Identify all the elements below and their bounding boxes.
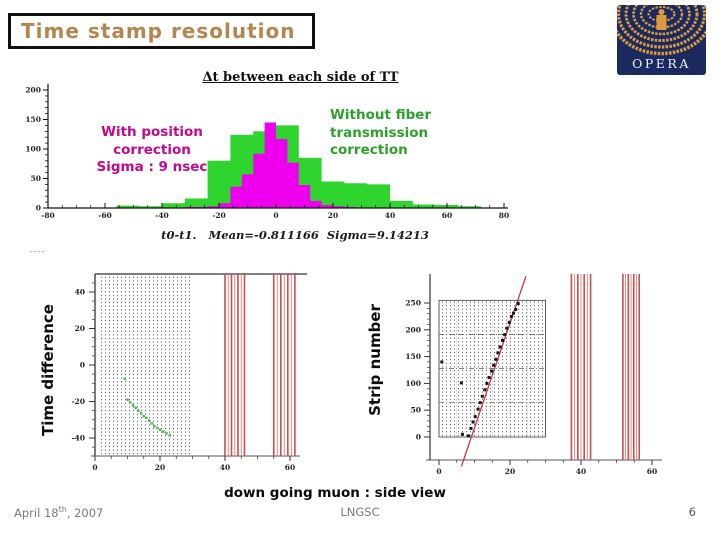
svg-text:50: 50 xyxy=(31,174,41,183)
svg-text:0: 0 xyxy=(416,433,421,442)
slide-title: Time stamp resolution xyxy=(21,19,296,43)
svg-text:40: 40 xyxy=(385,211,395,220)
note-with-correction-line2: Sigma : 9 nsec xyxy=(96,159,208,176)
slide-title-box: Time stamp resolution xyxy=(8,13,315,49)
svg-text:0: 0 xyxy=(36,204,41,213)
svg-text:60: 60 xyxy=(442,211,452,220)
svg-text:40: 40 xyxy=(75,288,85,297)
opera-logo: OPERA xyxy=(617,5,706,75)
svg-text:250: 250 xyxy=(405,299,421,308)
svg-text:0: 0 xyxy=(273,211,278,220)
svg-text:50: 50 xyxy=(411,406,421,415)
svg-text:20: 20 xyxy=(155,463,165,472)
svg-text:150: 150 xyxy=(405,352,421,361)
footer-date-ordinal: th xyxy=(58,505,67,514)
svg-text:40: 40 xyxy=(220,463,230,472)
note-with-correction-line1: With position correction xyxy=(101,124,203,158)
page-number: 6 xyxy=(688,505,696,519)
histogram-title: Δt between each side of TT xyxy=(202,70,399,85)
svg-text:-60: -60 xyxy=(98,211,112,220)
svg-text:-80: -80 xyxy=(41,211,55,220)
svg-text:100: 100 xyxy=(405,379,421,388)
bottom-caption: down going muon : side view xyxy=(224,485,446,501)
svg-text:60: 60 xyxy=(285,463,295,472)
svg-text:0: 0 xyxy=(436,467,441,476)
svg-text:-40: -40 xyxy=(71,434,85,443)
right-plot-ylabel: Strip number xyxy=(366,304,384,416)
histogram-note-with-correction: With position correction Sigma : 9 nsec xyxy=(76,124,228,177)
footer-date-suffix: , 2007 xyxy=(66,505,104,520)
svg-text:-40: -40 xyxy=(155,211,169,220)
footer-venue: LNGSC xyxy=(340,505,380,519)
histogram-stats-caption: t0-t1. Mean=-0.811166 Sigma=9.14213 xyxy=(161,228,429,242)
svg-text:60: 60 xyxy=(647,467,657,476)
histogram-plot: 0 50 100 150 200 -80 -60 -40 -20 0 20 40 60 80 xyxy=(25,84,509,220)
logo-text: OPERA xyxy=(632,56,691,71)
svg-text:150: 150 xyxy=(25,115,41,124)
svg-text:-20: -20 xyxy=(71,397,85,406)
svg-text:100: 100 xyxy=(25,145,41,154)
svg-text:20: 20 xyxy=(328,211,338,220)
strip-number-plot: 0 50 100 150 200 250 0 20 40 60 xyxy=(405,274,662,476)
svg-text:0: 0 xyxy=(80,361,85,370)
logo-background xyxy=(617,5,706,75)
svg-text:200: 200 xyxy=(25,86,41,95)
time-difference-plot: -40 -20 0 20 40 0 20 40 60 xyxy=(71,273,307,472)
svg-text:80: 80 xyxy=(499,211,509,220)
footer-date: April 18th, 2007 xyxy=(14,505,103,520)
svg-text:40: 40 xyxy=(576,467,586,476)
svg-text:20: 20 xyxy=(75,324,85,333)
opera-house-balconies-icon xyxy=(617,5,706,56)
svg-text:200: 200 xyxy=(405,325,421,334)
histogram-note-without-correction: Without fiber transmission correction xyxy=(330,107,432,159)
stray-marks: ---- xyxy=(30,247,46,256)
svg-text:0: 0 xyxy=(92,463,97,472)
svg-text:-20: -20 xyxy=(212,211,226,220)
svg-text:20: 20 xyxy=(505,467,515,476)
footer-date-prefix: April 18 xyxy=(14,505,59,520)
